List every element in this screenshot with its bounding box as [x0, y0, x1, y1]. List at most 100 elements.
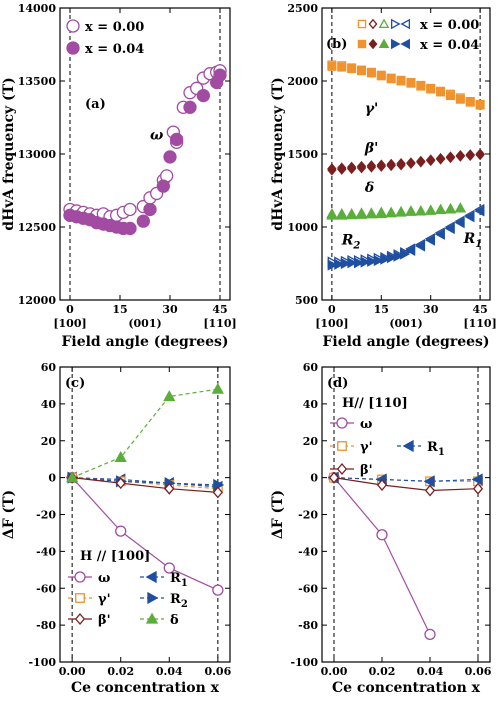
legend-marker — [368, 38, 378, 50]
x-tick-label: 15 — [374, 303, 389, 316]
data-point — [445, 91, 455, 101]
data-point — [424, 234, 435, 246]
legend: H // [100] ω R1 γ' R2 β' δ — [68, 549, 188, 628]
data-point — [472, 482, 484, 495]
data-point — [455, 150, 466, 162]
legend-label: δ — [170, 613, 179, 628]
plot-frame — [321, 366, 491, 663]
data-point — [347, 257, 358, 269]
y-tick-label: 12500 — [18, 221, 57, 234]
legend-label: R1 — [170, 571, 188, 589]
y-axis-label: ΔF (T) — [270, 490, 286, 539]
y-tick-label: 2500 — [287, 2, 318, 15]
y-tick-label: -20 — [298, 509, 318, 522]
data-point — [424, 484, 436, 497]
series-x-0-00 — [63, 64, 227, 224]
data-point — [156, 179, 170, 193]
y-tick-label: 12000 — [18, 294, 57, 307]
data-point — [386, 160, 396, 172]
data-point — [327, 164, 337, 176]
y-tick-label: 20 — [303, 435, 319, 448]
legend-label: ω — [360, 417, 372, 432]
legend-marker — [378, 18, 390, 29]
legend-marker — [400, 38, 411, 50]
y-tick-label: 40 — [41, 398, 57, 411]
legend-label: x = 0.04 — [85, 42, 144, 57]
series-line — [72, 477, 218, 493]
y-axis-label: dHvA frequency (T) — [1, 77, 17, 230]
x-axis-label: Field angle (degrees) — [322, 334, 489, 350]
data-point — [164, 482, 175, 495]
data-point — [353, 257, 365, 269]
y-tick-label: -100 — [28, 656, 56, 669]
data-point — [406, 78, 416, 88]
x-axis-label: Field angle (degrees) — [61, 334, 228, 350]
x-tick-label: 15 — [112, 303, 127, 316]
data-point — [393, 250, 404, 262]
series-annotation: γ' — [365, 101, 379, 117]
data-point — [424, 628, 436, 640]
data-point — [163, 562, 175, 574]
data-point — [211, 382, 224, 394]
x-tick-label: 0.02 — [107, 665, 134, 678]
data-point — [123, 221, 137, 236]
data-point — [436, 87, 446, 97]
series--x-0-00 — [326, 202, 466, 219]
data-point — [423, 475, 435, 488]
y-axis-label: ΔF (T) — [1, 490, 17, 539]
panel-c: -100 -80 -60 -40 -20 0 20 40 60 0.00 0.02 0.04 0.06 C… — [1, 361, 232, 696]
panel-label: (c) — [65, 376, 85, 391]
data-point — [471, 473, 483, 486]
series--x-0-04 — [327, 149, 485, 176]
legend-label: R1 — [427, 440, 445, 458]
data-point — [328, 471, 340, 484]
direction-label: [110] — [203, 317, 236, 330]
data-point — [400, 248, 411, 260]
direction-label: (001) — [128, 317, 161, 330]
panel-d: -100 -80 -60 -40 -20 0 20 40 60 0.00 0.02 0.04 0.06 C… — [270, 361, 492, 696]
y-tick-label: -60 — [36, 582, 56, 595]
data-point — [327, 61, 337, 71]
legend-marker — [66, 19, 80, 33]
data-point — [183, 100, 197, 114]
y-tick-label: 40 — [303, 398, 319, 411]
data-point — [406, 157, 416, 169]
x-tick-label: 45 — [472, 303, 487, 316]
data-point — [163, 150, 177, 164]
data-point — [425, 204, 437, 215]
data-point — [465, 97, 475, 107]
data-point — [386, 252, 398, 264]
series-R1-x-0-04 — [405, 205, 485, 256]
y-tick-label: 500 — [295, 294, 318, 307]
y-tick-label: 60 — [41, 361, 57, 374]
data-point — [454, 217, 465, 229]
legend-label: ω — [98, 571, 110, 586]
panel-label: (a) — [85, 97, 106, 112]
data-point — [416, 81, 426, 91]
series-line — [71, 388, 218, 479]
y-tick-label: 13500 — [18, 75, 57, 88]
legend-marker — [75, 593, 85, 603]
y-tick-label: 14000 — [18, 2, 57, 15]
panel-label: (d) — [327, 376, 348, 391]
data-point — [396, 159, 406, 171]
series-annotation: R1 — [463, 231, 483, 250]
direction-label: (001) — [389, 317, 422, 330]
data-point — [414, 240, 426, 252]
data-point — [385, 207, 397, 218]
y-tick-label: -60 — [298, 582, 318, 595]
legend-label: R2 — [170, 592, 188, 610]
data-point — [376, 71, 386, 81]
y-tick-label: -80 — [298, 619, 318, 632]
series-line — [71, 477, 219, 591]
data-point — [340, 257, 351, 270]
data-point — [405, 205, 417, 216]
y-tick-label: -40 — [298, 545, 318, 558]
x-tick-label: 0.00 — [321, 665, 348, 678]
series-line — [333, 477, 479, 492]
y-tick-label: -80 — [36, 619, 56, 632]
x-axis-label: Ce concentration x — [71, 680, 220, 696]
data-point — [212, 486, 223, 499]
series-annotation: β' — [364, 141, 379, 157]
